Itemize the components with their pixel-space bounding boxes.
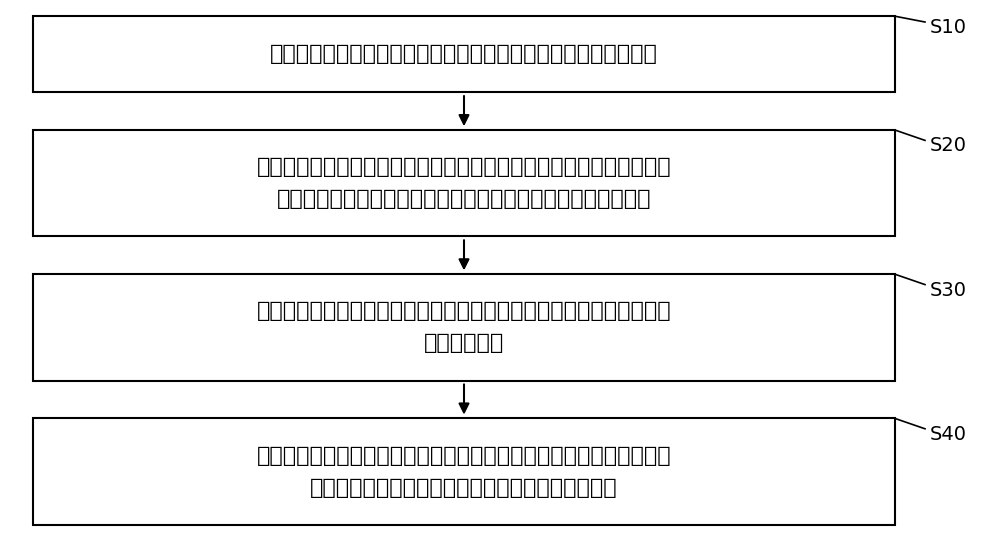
- Text: 基于所述事件触发机制，利用所述函数近似模型构造所述机器人的控制: 基于所述事件触发机制，利用所述函数近似模型构造所述机器人的控制: [257, 301, 671, 321]
- Text: S10: S10: [930, 18, 967, 37]
- Text: S30: S30: [930, 281, 967, 300]
- Bar: [33, 130, 895, 236]
- Bar: [33, 418, 895, 525]
- Bar: [33, 16, 895, 92]
- Text: 制模型进行模型描述，以确定所述目标控制模型的函数近似模型: 制模型进行模型描述，以确定所述目标控制模型的函数近似模型: [277, 189, 651, 209]
- Text: 根据所述动力学模型设计所述机器人的事件触发机制，并对所述目标控: 根据所述动力学模型设计所述机器人的事件触发机制，并对所述目标控: [257, 157, 671, 177]
- Text: S20: S20: [930, 136, 967, 155]
- Text: 建立所述机器人的动力学模型，并确定所述机器人的目标控制模型: 建立所述机器人的动力学模型，并确定所述机器人的目标控制模型: [270, 44, 658, 64]
- Text: S40: S40: [930, 425, 967, 444]
- Text: 及所述闭环控制模型，建立所述机器人的目标控制器: 及所述闭环控制模型，建立所述机器人的目标控制器: [310, 478, 618, 498]
- Text: 确定所述机器人的闭环控制模型，并利用所述控制律、所述自适应律以: 确定所述机器人的闭环控制模型，并利用所述控制律、所述自适应律以: [257, 446, 671, 466]
- Text: 律和自适应律: 律和自适应律: [424, 333, 504, 353]
- Bar: [33, 274, 895, 380]
